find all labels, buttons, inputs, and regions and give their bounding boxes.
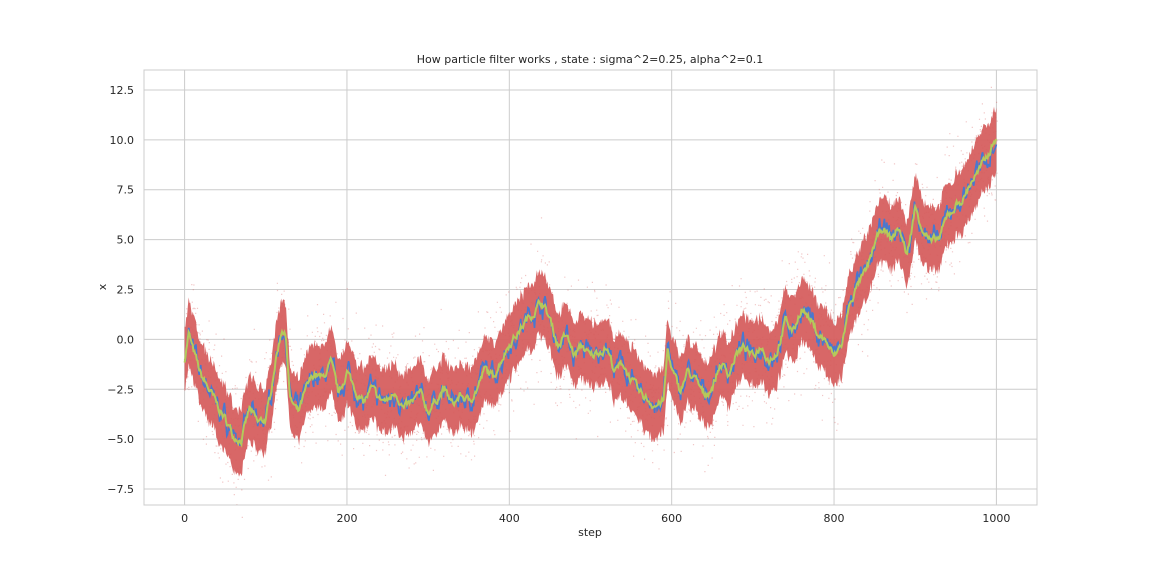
x-tick-label: 600 xyxy=(661,512,682,525)
particle-band xyxy=(184,106,997,477)
x-tick-label: 200 xyxy=(336,512,357,525)
x-axis-label: step xyxy=(578,526,602,539)
y-tick-label: 12.5 xyxy=(110,84,135,97)
grid-lines xyxy=(144,70,1037,505)
x-tick-label: 1000 xyxy=(982,512,1010,525)
y-tick-labels: −7.5 −5.0 −2.5 0.0 2.5 5.0 7.5 10.0 12.5 xyxy=(107,84,134,496)
y-tick-label: −2.5 xyxy=(107,383,134,396)
x-tick-label: 800 xyxy=(824,512,845,525)
estimate-line xyxy=(183,138,998,448)
y-tick-label: 0.0 xyxy=(117,333,135,346)
y-tick-label: 10.0 xyxy=(110,134,135,147)
x-tick-label: 400 xyxy=(499,512,520,525)
chart-title: How particle filter works , state : sigm… xyxy=(417,53,764,66)
series-lines xyxy=(183,138,998,448)
y-tick-label: 7.5 xyxy=(117,184,135,197)
y-axis-label: x xyxy=(96,283,109,290)
y-tick-label: −5.0 xyxy=(107,433,134,446)
y-tick-label: 5.0 xyxy=(117,234,135,247)
plot-frame xyxy=(143,69,1038,506)
x-tick-labels: 0 200 400 600 800 1000 xyxy=(181,512,1010,525)
y-tick-label: −7.5 xyxy=(107,483,134,496)
y-tick-label: 2.5 xyxy=(117,283,135,296)
x-tick-label: 0 xyxy=(181,512,188,525)
